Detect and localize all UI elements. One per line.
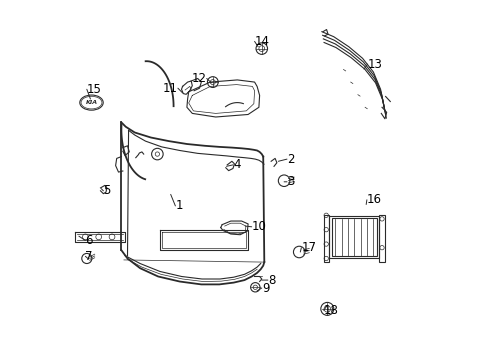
Text: 10: 10 — [251, 220, 266, 233]
Text: 5: 5 — [103, 184, 110, 197]
Text: KIA: KIA — [85, 100, 98, 105]
Text: 1: 1 — [175, 199, 183, 212]
Text: 13: 13 — [367, 58, 382, 71]
Text: 14: 14 — [254, 35, 269, 48]
Text: 4: 4 — [232, 158, 240, 171]
Text: 16: 16 — [366, 193, 381, 206]
Text: 18: 18 — [323, 304, 338, 317]
Text: 9: 9 — [261, 282, 269, 294]
Text: 6: 6 — [85, 234, 93, 247]
Text: 15: 15 — [87, 83, 102, 96]
Text: 3: 3 — [286, 175, 294, 188]
Text: 8: 8 — [267, 274, 275, 287]
Text: 2: 2 — [286, 153, 294, 166]
Text: 12: 12 — [191, 72, 206, 85]
Text: 11: 11 — [163, 82, 178, 95]
Text: 7: 7 — [85, 250, 93, 263]
Text: 17: 17 — [301, 241, 316, 254]
